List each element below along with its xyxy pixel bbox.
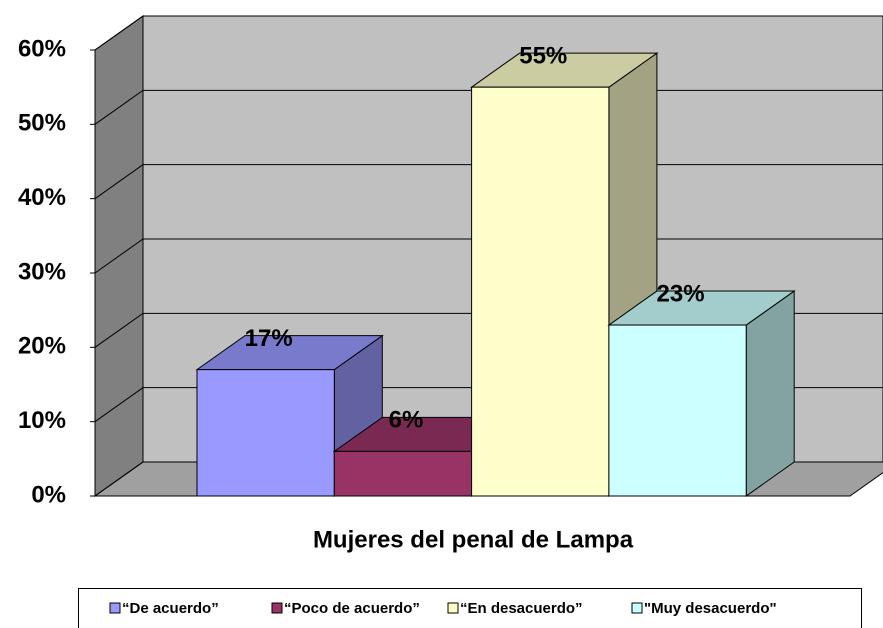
data-label: 17% — [245, 325, 293, 352]
legend-label: “De acuerdo” — [122, 600, 219, 617]
legend — [78, 588, 862, 628]
legend-label: “Poco de acuerdo” — [284, 600, 420, 617]
legend-label: "Muy desacuerdo" — [644, 600, 777, 617]
bar-side — [745, 290, 795, 497]
bar-front — [196, 369, 335, 497]
legend-swatch — [631, 602, 643, 614]
bar — [607, 290, 796, 497]
bar-front — [333, 450, 473, 497]
y-tick-label: 30% — [18, 258, 66, 285]
legend-swatch — [447, 602, 459, 614]
bar — [470, 52, 659, 497]
y-tick-label: 0% — [31, 481, 66, 508]
data-label: 23% — [657, 280, 705, 307]
x-axis-title: Mujeres del penal de Lampa — [313, 526, 634, 553]
bar-front — [471, 86, 610, 497]
y-tick-label: 10% — [18, 407, 66, 434]
data-label: 6% — [389, 407, 424, 434]
grid-line — [94, 15, 883, 51]
y-tick-label: 50% — [18, 110, 66, 137]
y-tick-label: 60% — [18, 35, 66, 62]
y-tick-label: 40% — [18, 184, 66, 211]
bar-front — [608, 324, 747, 497]
legend-swatch — [271, 602, 283, 614]
legend-label: “En desacuerdo” — [460, 600, 583, 617]
data-label: 55% — [519, 43, 567, 70]
legend-swatch — [109, 602, 121, 614]
y-tick-label: 20% — [18, 333, 66, 360]
